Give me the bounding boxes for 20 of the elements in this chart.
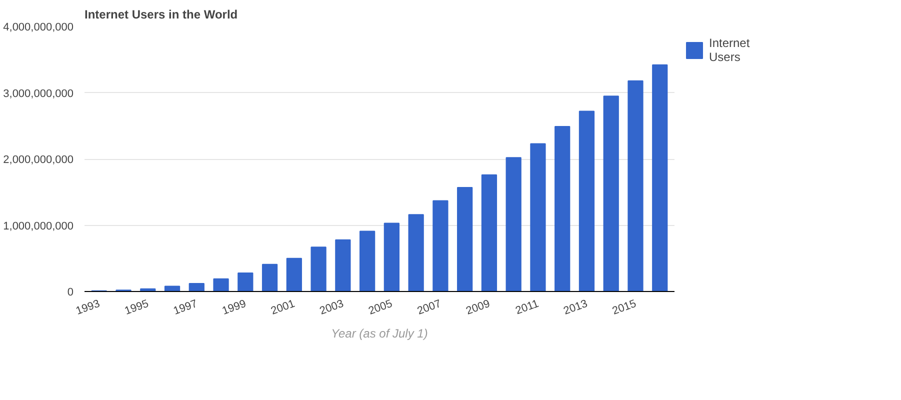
x-tick-label: 2015 <box>610 298 638 318</box>
y-tick-label: 1,000,000,000 <box>3 220 74 232</box>
chart-title: Internet Users in the World <box>84 8 238 22</box>
x-tick-label: 1993 <box>74 298 102 318</box>
x-tick-label: 2001 <box>269 298 297 318</box>
x-tick-label: 2009 <box>464 298 492 318</box>
legend-label: Internet Users <box>709 36 750 64</box>
y-tick-label: 4,000,000,000 <box>3 22 74 34</box>
x-axis-title: Year (as of July 1) <box>331 326 428 340</box>
y-tick-label: 3,000,000,000 <box>3 88 74 100</box>
x-tick-label: 2005 <box>366 298 394 318</box>
x-tick-label: 1999 <box>220 298 248 318</box>
x-tick-label: 1995 <box>123 298 150 318</box>
x-tick-label: 2013 <box>562 298 590 318</box>
y-tick-label: 0 <box>67 286 74 298</box>
x-tick-label: 1997 <box>172 298 200 318</box>
y-tick-label: 2,000,000,000 <box>3 154 74 166</box>
x-tick-label: 2007 <box>416 298 443 318</box>
x-tick-label: 2003 <box>318 298 346 318</box>
x-tick-label: 2011 <box>514 298 540 318</box>
